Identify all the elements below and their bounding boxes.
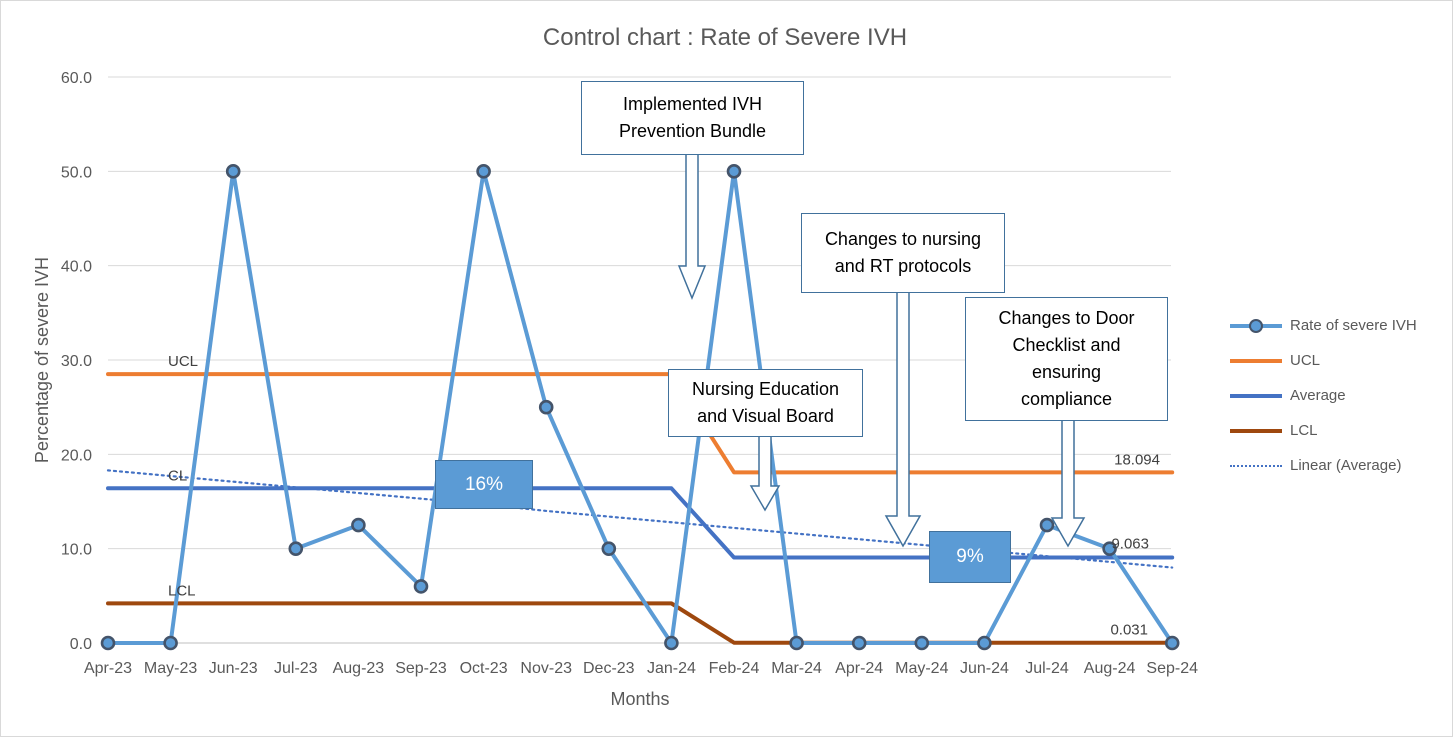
legend-item-linear: Linear (Average): [1228, 448, 1448, 483]
callout-arrow-nursing-education: [749, 435, 781, 512]
legend-label: Rate of severe IVH: [1290, 317, 1417, 334]
x-tick-label: Jul-24: [1025, 660, 1069, 677]
data-point: [538, 399, 554, 415]
legend-swatch-lcl: [1228, 424, 1284, 438]
percent-box-after: 9%: [929, 531, 1011, 583]
x-tick-label: Aug-23: [333, 660, 385, 677]
x-tick-label: Jan-24: [647, 660, 696, 677]
data-point: [163, 635, 178, 651]
ucl-label: UCL: [168, 353, 198, 370]
lcl-label: LCL: [168, 582, 196, 599]
y-tick-label: 30.0: [61, 353, 92, 370]
data-point: [225, 164, 241, 179]
data-point: [413, 579, 429, 594]
legend-item-average: Average: [1228, 378, 1448, 413]
data-point: [288, 541, 304, 556]
data-point: [789, 635, 804, 651]
x-axis-label: Months: [610, 689, 669, 709]
legend-label: LCL: [1290, 422, 1318, 439]
y-axis-label: Percentage of severe IVH: [32, 257, 52, 463]
lcl-end-label: 0.031: [1110, 622, 1148, 639]
data-point: [1102, 541, 1117, 556]
y-tick-label: 10.0: [61, 542, 92, 559]
legend-label: Linear (Average): [1290, 457, 1402, 474]
x-tick-label: Jul-23: [274, 660, 318, 677]
callout-line: Implemented IVH: [622, 94, 763, 114]
data-point: [351, 517, 366, 533]
x-tick-label: May-23: [144, 660, 197, 677]
callout-line: Changes to nursing: [824, 229, 982, 249]
callout-line: Nursing Education: [691, 379, 840, 399]
cl-label: CL: [168, 467, 187, 484]
series-line-rate-of-severe-ivh: [106, 169, 1175, 645]
series-line-lcl: [106, 601, 1175, 645]
x-tick-label: Apr-24: [835, 660, 883, 677]
average-end-label: 9.063: [1111, 536, 1149, 553]
legend-swatch-rate: [1228, 318, 1284, 333]
x-tick-label: Jun-24: [960, 660, 1009, 677]
data-point: [726, 164, 742, 179]
data-point: [476, 164, 491, 179]
data-point: [664, 635, 679, 651]
series-line-ucl: [106, 372, 1175, 475]
legend-swatch-ucl: [1228, 354, 1284, 368]
data-point: [851, 635, 867, 651]
x-tick-label: May-24: [895, 660, 948, 677]
x-tick-label: Mar-24: [771, 660, 822, 677]
callout-line: Changes to Door: [998, 308, 1135, 328]
data-point: [1164, 635, 1180, 651]
y-tick-label: 50.0: [61, 164, 92, 181]
data-point: [100, 635, 116, 651]
x-tick-label: Oct-23: [460, 660, 508, 677]
legend-item-rate: Rate of severe IVH: [1228, 308, 1448, 343]
callout-line: Checklist and: [1012, 335, 1121, 355]
chart-legend: Rate of severe IVH UCL Average LCL Linea…: [1228, 308, 1448, 483]
y-tick-label: 40.0: [61, 259, 92, 276]
x-tick-label: Sep-23: [395, 660, 447, 677]
callout-line: ensuring: [1031, 362, 1102, 382]
y-tick-label: 60.0: [61, 70, 92, 87]
legend-label: UCL: [1290, 352, 1321, 369]
data-point: [977, 635, 992, 651]
legend-swatch-average: [1228, 389, 1284, 403]
percent-box-before: 16%: [435, 460, 533, 509]
callout-line: Prevention Bundle: [618, 121, 767, 141]
callout-line: and Visual Board: [697, 406, 834, 426]
callout-arrow-prevention-bundle: [677, 153, 707, 300]
x-tick-label: Dec-23: [583, 660, 635, 677]
callout-prevention-bundle: Implemented IVH Prevention Bundle: [581, 81, 804, 155]
x-tick-label: Apr-23: [84, 660, 132, 677]
x-tick-label: Jun-23: [209, 660, 258, 677]
callout-line: and RT protocols: [834, 256, 972, 276]
callout-arrow-door-checklist: [1050, 419, 1086, 548]
data-point: [914, 635, 930, 651]
legend-item-lcl: LCL: [1228, 413, 1448, 448]
callout-nursing-rt: Changes to nursing and RT protocols: [801, 213, 1005, 293]
chart-title: Control chart : Rate of Severe IVH: [543, 24, 907, 51]
callout-nursing-education: Nursing Education and Visual Board: [668, 369, 863, 437]
callout-arrow-nursing-rt: [884, 291, 922, 548]
y-tick-label: 20.0: [61, 447, 92, 464]
callout-line: compliance: [1020, 389, 1113, 409]
ucl-end-label: 18.094: [1114, 451, 1160, 468]
data-point: [1039, 517, 1055, 533]
x-tick-label: Feb-24: [709, 660, 760, 677]
y-tick-label: 0.0: [70, 636, 92, 653]
x-tick-label: Nov-23: [520, 660, 572, 677]
legend-item-ucl: UCL: [1228, 343, 1448, 378]
legend-swatch-linear: [1228, 459, 1284, 473]
legend-label: Average: [1290, 387, 1346, 404]
x-tick-label: Aug-24: [1084, 660, 1136, 677]
x-tick-label: Sep-24: [1146, 660, 1198, 677]
callout-door-checklist: Changes to Door Checklist and ensuring c…: [965, 297, 1168, 421]
data-point: [601, 541, 617, 556]
